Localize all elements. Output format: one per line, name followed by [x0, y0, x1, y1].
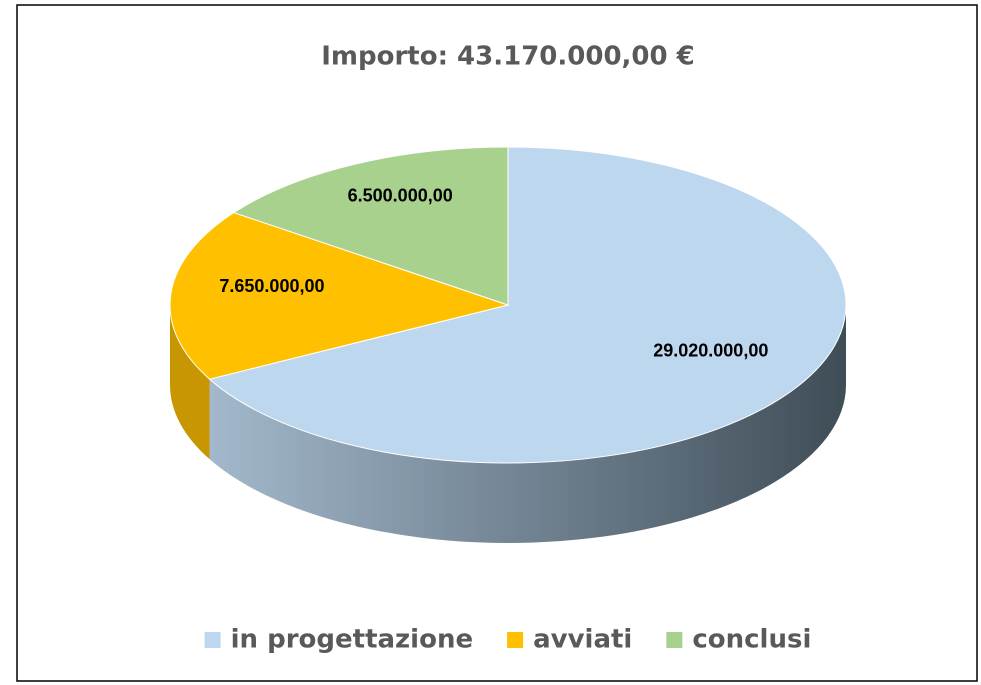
data-label: 6.500.000,00: [348, 185, 453, 205]
legend-label: avviati: [533, 625, 632, 655]
chart-title: Importo: 43.170.000,00 €: [321, 42, 694, 72]
legend-swatch: [204, 632, 221, 648]
legend-label: in progettazione: [231, 625, 473, 655]
legend-swatch: [666, 632, 683, 648]
pie-slice: [232, 146, 509, 306]
data-label: 29.020.000,00: [653, 341, 768, 361]
slice-side: [209, 305, 846, 543]
legend-label: conclusi: [692, 625, 811, 655]
pie-slice: [208, 146, 847, 464]
data-label: 7.650.000,00: [219, 276, 324, 296]
legend-swatch: [507, 632, 524, 648]
pie-slice: [169, 212, 510, 380]
